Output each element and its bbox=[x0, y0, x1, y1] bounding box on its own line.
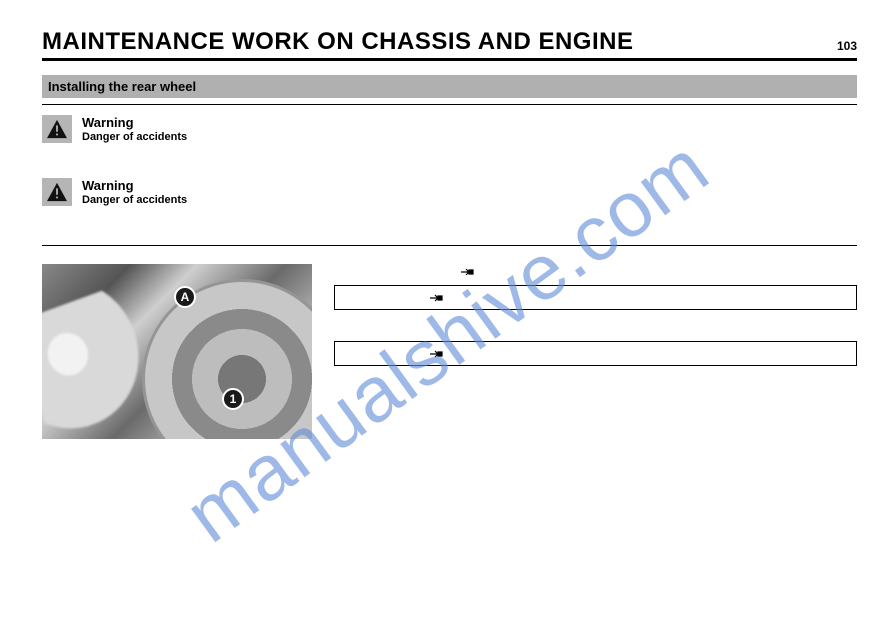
step-photo: A 1 bbox=[42, 264, 312, 439]
step-text: – Check the needle bearing bbox=[334, 264, 456, 279]
step-line: – Push the wheel forward and mount the c… bbox=[334, 376, 857, 391]
warning-subtitle: Danger of accidents bbox=[82, 131, 357, 143]
photo-caption: 400883-10 bbox=[42, 441, 312, 450]
divider bbox=[42, 104, 857, 105]
warning-block: Warning Danger of accidents Disks are de… bbox=[42, 115, 857, 156]
photo-callout-a: A bbox=[174, 286, 196, 308]
warning-icon bbox=[42, 115, 72, 143]
warning-desc: Disks are destroyed by oil or grease red… bbox=[82, 145, 357, 156]
spec-text: p. 189) bbox=[449, 290, 480, 305]
step-text: – Insert the wheel and spacers in the sw… bbox=[334, 320, 659, 335]
warning-icon bbox=[42, 178, 72, 206]
spec-box: Long-life grease ( p. 189) bbox=[334, 341, 857, 366]
step-text: – Push the wheel forward and mount the c… bbox=[334, 376, 543, 391]
spec-text: p. 189) bbox=[449, 346, 480, 361]
divider bbox=[42, 245, 857, 246]
warning-title: Warning bbox=[82, 178, 377, 193]
section-title: Installing the rear wheel bbox=[42, 75, 857, 98]
warning-desc: Reduced braking efficiency due to oil or… bbox=[82, 208, 377, 219]
photo-callout-1: 1 bbox=[222, 388, 244, 410]
pointer-icon bbox=[460, 267, 474, 277]
chapter-title: MAINTENANCE WORK ON CHASSIS AND ENGINE bbox=[42, 28, 633, 56]
warning-block: Warning Danger of accidents Reduced brak… bbox=[42, 178, 857, 219]
warning-title: Warning bbox=[82, 115, 357, 130]
step-line: – Check the needle bearing and seal. bbox=[334, 264, 857, 279]
pointer-icon bbox=[429, 349, 443, 359]
page-number: 103 bbox=[837, 39, 857, 56]
spec-text: Long-life grease ( bbox=[345, 346, 423, 361]
pointer-icon bbox=[429, 293, 443, 303]
spec-text: Long-life grease ( bbox=[345, 290, 423, 305]
warning-subtitle: Danger of accidents bbox=[82, 194, 377, 206]
step-line: – Insert the wheel and spacers in the sw… bbox=[334, 320, 857, 335]
spec-box: Long-life grease ( p. 189) bbox=[334, 285, 857, 310]
step-text: and seal. bbox=[478, 264, 519, 279]
